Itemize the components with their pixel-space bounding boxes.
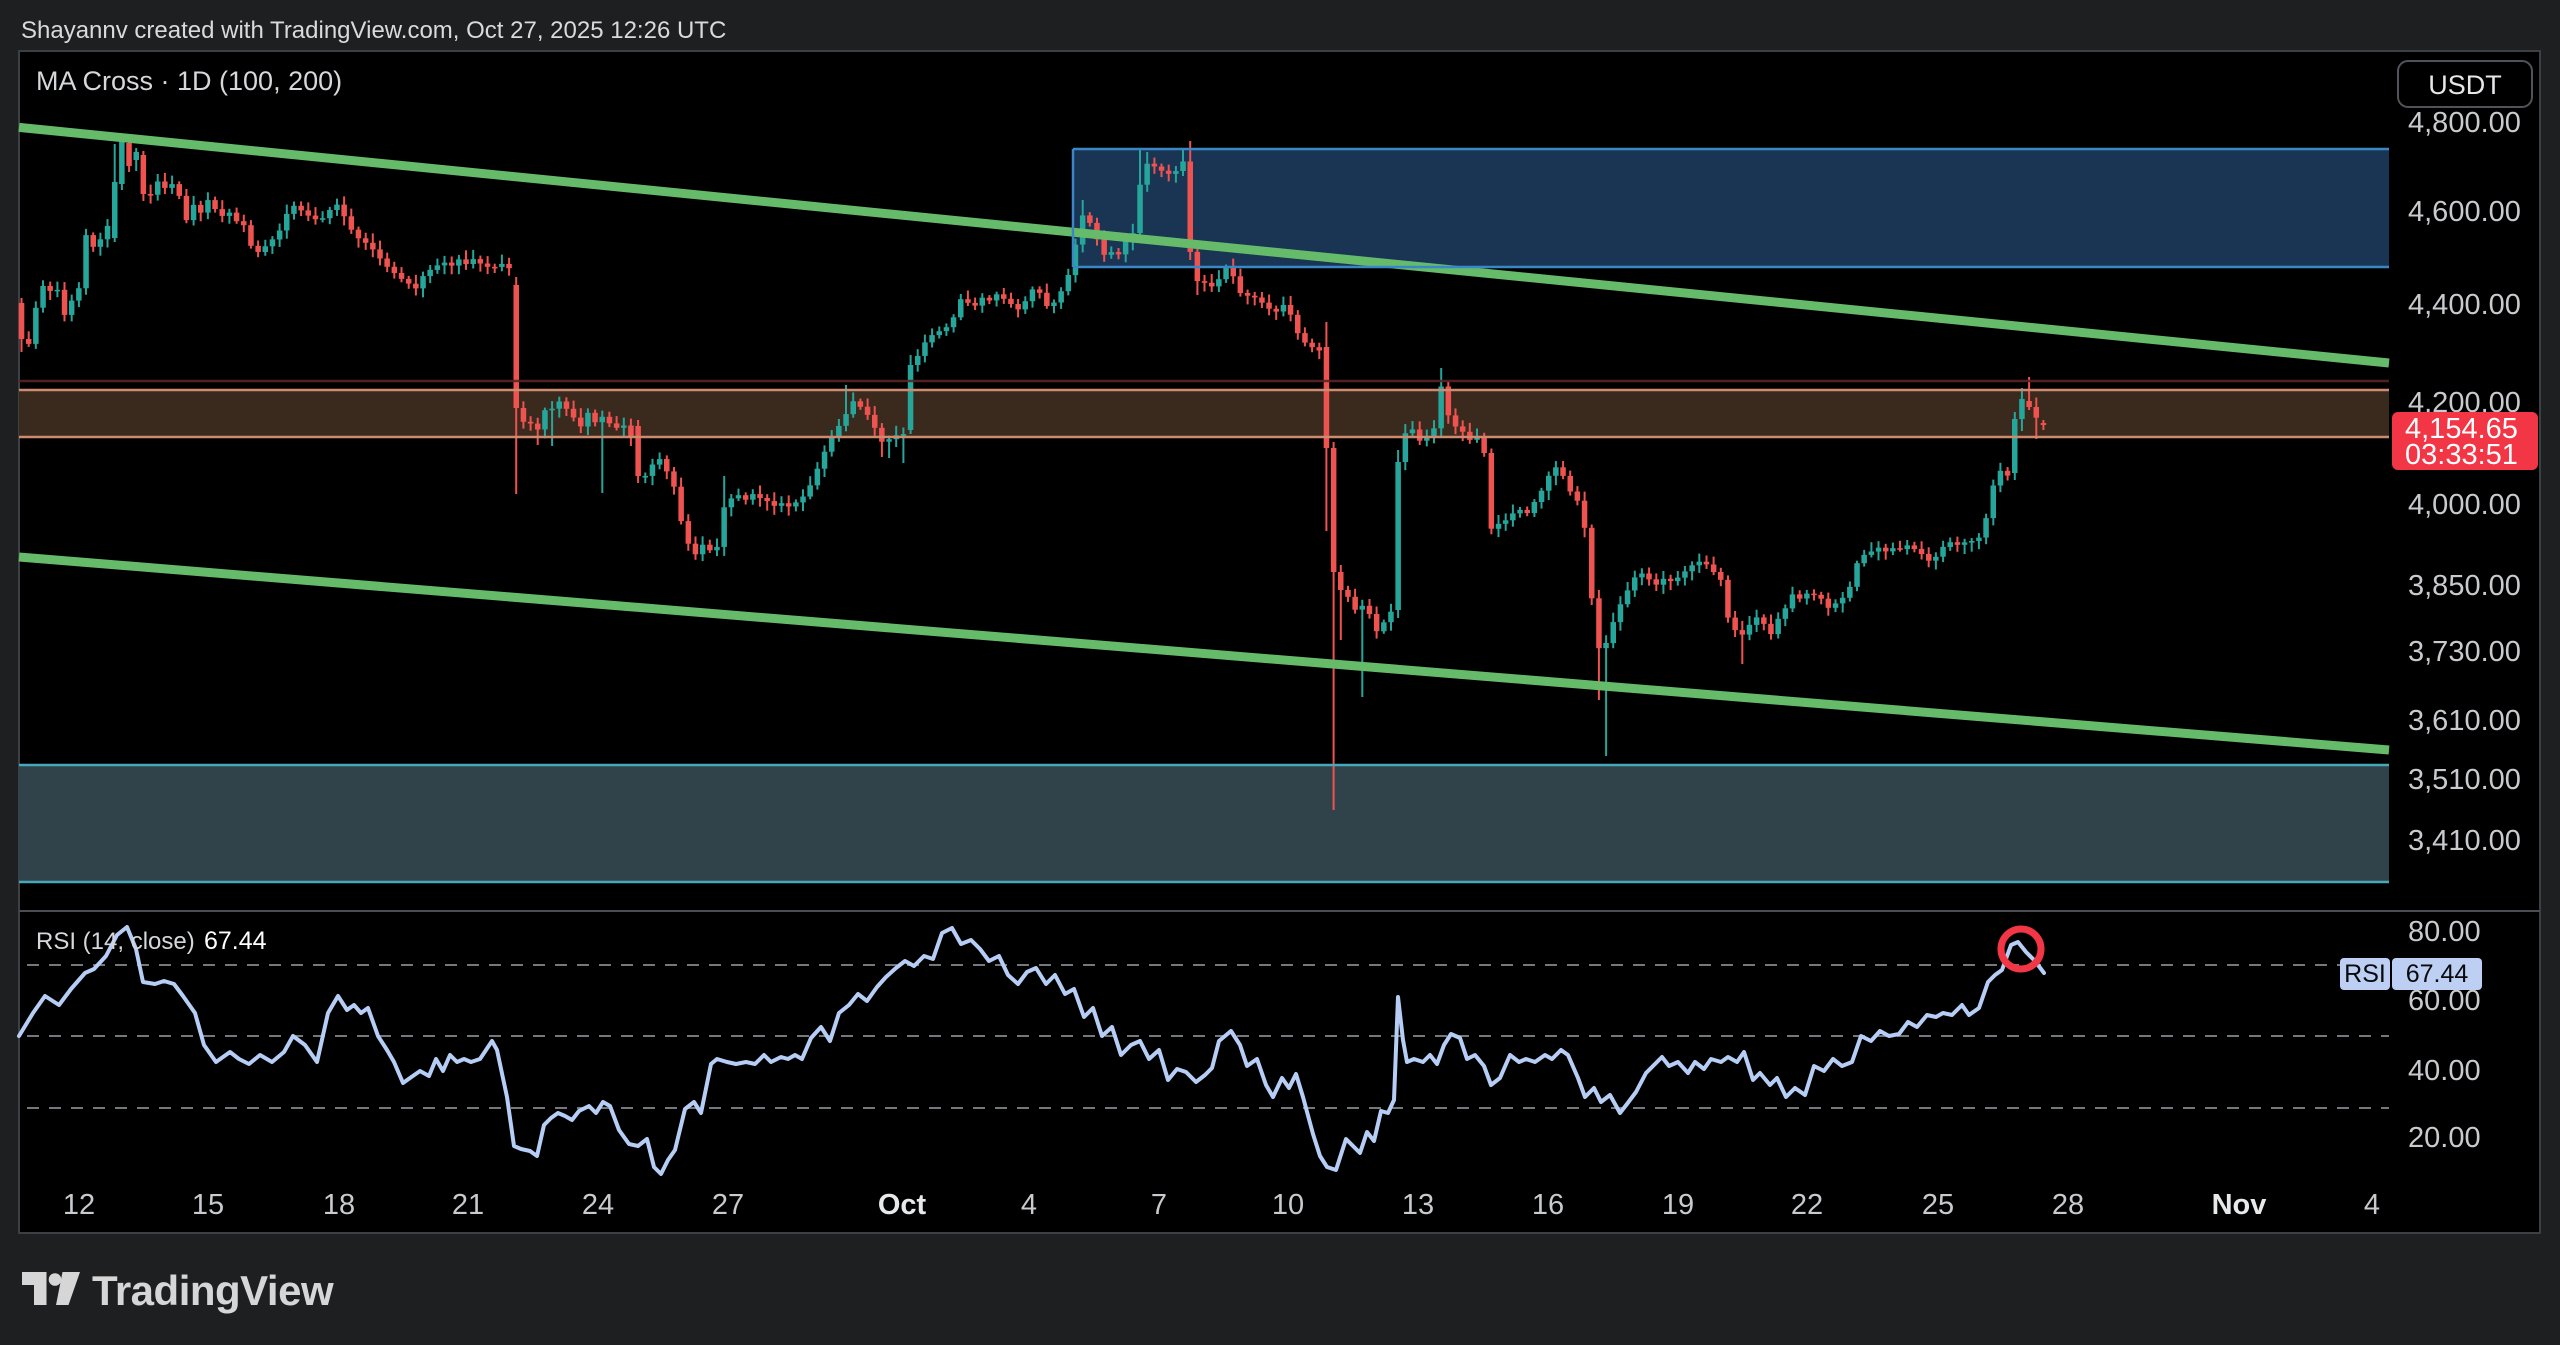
svg-text:28: 28 bbox=[2052, 1189, 2084, 1221]
svg-text:4,154.65: 4,154.65 bbox=[2405, 413, 2518, 445]
svg-text:22: 22 bbox=[1791, 1189, 1823, 1221]
svg-text:RSI (14, close): RSI (14, close) bbox=[36, 928, 195, 955]
svg-text:TradingView: TradingView bbox=[92, 1267, 334, 1314]
svg-text:60.00: 60.00 bbox=[2408, 985, 2481, 1017]
svg-text:25: 25 bbox=[1922, 1189, 1954, 1221]
svg-text:15: 15 bbox=[192, 1189, 224, 1221]
svg-text:Nov: Nov bbox=[2212, 1189, 2267, 1221]
svg-text:3,850.00: 3,850.00 bbox=[2408, 570, 2521, 602]
svg-text:21: 21 bbox=[452, 1189, 484, 1221]
svg-text:12: 12 bbox=[63, 1189, 95, 1221]
svg-text:4,800.00: 4,800.00 bbox=[2408, 107, 2521, 139]
svg-text:03:33:51: 03:33:51 bbox=[2405, 439, 2518, 471]
svg-text:Oct: Oct bbox=[878, 1189, 927, 1221]
svg-text:RSI: RSI bbox=[2344, 960, 2386, 988]
svg-text:67.44: 67.44 bbox=[2406, 960, 2469, 988]
svg-text:7: 7 bbox=[1151, 1189, 1167, 1221]
svg-text:67.44: 67.44 bbox=[204, 927, 267, 955]
svg-text:4,000.00: 4,000.00 bbox=[2408, 489, 2521, 521]
svg-text:USDT: USDT bbox=[2428, 70, 2502, 100]
svg-text:MA Cross · 1D (100, 200): MA Cross · 1D (100, 200) bbox=[36, 66, 342, 96]
svg-text:18: 18 bbox=[323, 1189, 355, 1221]
svg-text:4,400.00: 4,400.00 bbox=[2408, 289, 2521, 321]
svg-text:19: 19 bbox=[1662, 1189, 1694, 1221]
svg-text:27: 27 bbox=[712, 1189, 744, 1221]
svg-text:40.00: 40.00 bbox=[2408, 1055, 2481, 1087]
svg-text:13: 13 bbox=[1402, 1189, 1434, 1221]
svg-text:3,510.00: 3,510.00 bbox=[2408, 764, 2521, 796]
svg-text:4,600.00: 4,600.00 bbox=[2408, 196, 2521, 228]
svg-text:4: 4 bbox=[2364, 1189, 2380, 1221]
svg-text:24: 24 bbox=[582, 1189, 614, 1221]
svg-text:Shayannv created with TradingV: Shayannv created with TradingView.com, O… bbox=[21, 17, 726, 44]
svg-text:4: 4 bbox=[1021, 1189, 1037, 1221]
svg-text:10: 10 bbox=[1272, 1189, 1304, 1221]
svg-text:3,730.00: 3,730.00 bbox=[2408, 636, 2521, 668]
svg-text:20.00: 20.00 bbox=[2408, 1122, 2481, 1154]
svg-text:80.00: 80.00 bbox=[2408, 916, 2481, 948]
svg-text:16: 16 bbox=[1532, 1189, 1564, 1221]
svg-text:3,410.00: 3,410.00 bbox=[2408, 825, 2521, 857]
svg-text:3,610.00: 3,610.00 bbox=[2408, 705, 2521, 737]
